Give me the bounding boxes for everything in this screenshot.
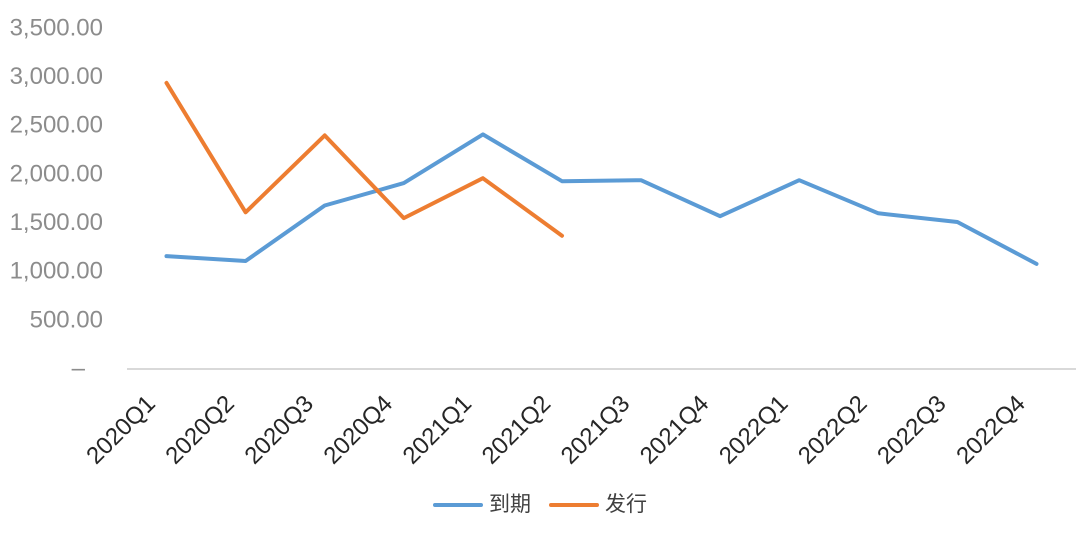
x-tick-label: 2021Q3 [556,390,635,469]
y-tick-label: 500.00 [30,306,103,333]
y-tick-label: 1,500.00 [10,209,103,236]
x-tick-label: 2022Q3 [872,390,951,469]
legend: 到期 发行 [0,490,1080,520]
maturity-line-swatch [433,503,483,507]
x-tick-label: 2020Q2 [160,390,239,469]
y-tick-label: 3,000.00 [10,63,103,90]
y-tick-label: 2,500.00 [10,112,103,139]
legend-label-maturity: 到期 [489,493,531,516]
legend-label-issuance: 发行 [605,493,647,516]
y-tick-label: – [72,355,86,382]
legend-entry-issuance[interactable]: 发行 [549,490,647,520]
issuance-line-swatch [549,503,599,507]
x-tick-label: 2020Q3 [239,390,318,469]
issuance-series-line [164,80,564,238]
y-tick-label: 2,000.00 [10,160,103,187]
x-tick-label: 2020Q4 [319,390,398,469]
y-tick-label: 3,500.00 [10,14,103,41]
y-tick-label: 1,000.00 [10,258,103,285]
x-tick-label: 2021Q4 [635,390,714,469]
legend-entry-maturity[interactable]: 到期 [433,490,531,520]
x-tick-label: 2020Q1 [81,390,160,469]
x-tick-label: 2021Q1 [398,390,477,469]
x-tick-label: 2022Q2 [793,390,872,469]
maturity-series-line [164,132,1039,266]
x-tick-label: 2022Q4 [951,390,1030,469]
x-tick-label: 2022Q1 [714,390,793,469]
x-tick-label: 2021Q2 [477,390,556,469]
